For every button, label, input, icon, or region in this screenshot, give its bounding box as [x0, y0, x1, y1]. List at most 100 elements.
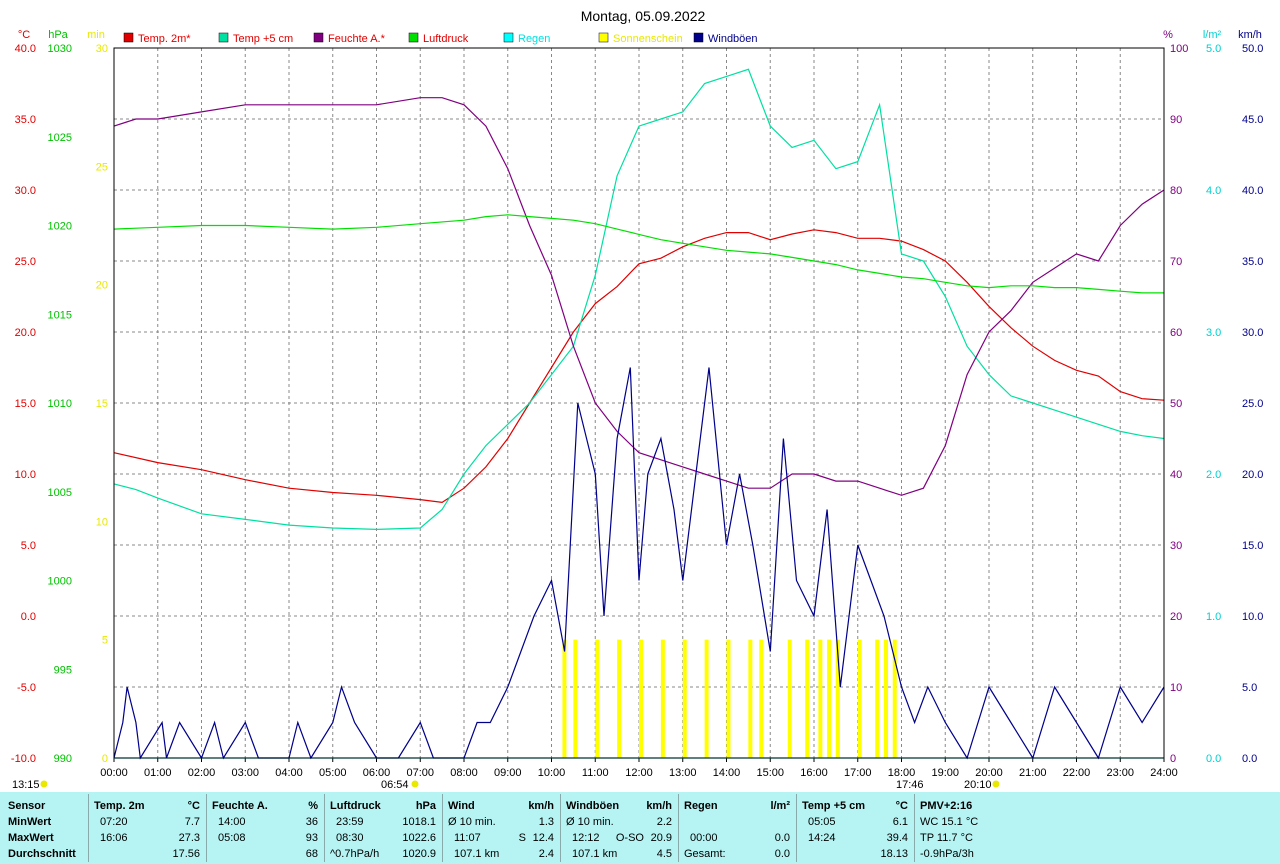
sunshine-bar — [759, 639, 764, 758]
rain-max-value: 0.0 — [774, 832, 790, 844]
wind-tick-label: 5.0 — [1242, 682, 1257, 694]
pressure-tick-label: 1000 — [48, 576, 72, 588]
wind-tick-label: 20.0 — [1242, 469, 1263, 481]
time-tick-label: 17:00 — [844, 767, 872, 779]
time-markers: 13:15 06:54 17:46 20:10 — [12, 779, 1000, 791]
time-tick-label: 02:00 — [188, 767, 216, 779]
sun-tick-label: 10 — [96, 516, 108, 528]
temp5-min-value: 6.1 — [892, 816, 908, 828]
time-tick-label: 13:00 — [669, 767, 697, 779]
legend-label: Temp. 2m* — [138, 33, 191, 45]
temp2m-unit: °C — [187, 800, 200, 812]
divider — [560, 794, 561, 862]
pressure-tick-label: 1020 — [48, 221, 72, 233]
humidity-tick-label: 40 — [1170, 469, 1182, 481]
pressure-avg-value: 1020.9 — [402, 848, 436, 860]
series-line — [113, 97, 1165, 496]
temp-tick-label: 20.0 — [15, 327, 36, 339]
time-tick-label: 16:00 — [800, 767, 828, 779]
divider — [678, 794, 679, 862]
sun-tick-label: 15 — [96, 398, 108, 410]
wind-tick-label: 30.0 — [1242, 327, 1263, 339]
humidity-min-time: 14:00 — [218, 816, 246, 828]
legend-swatch — [218, 32, 229, 43]
wind-tick-label: 40.0 — [1242, 185, 1263, 197]
divider — [442, 794, 443, 862]
temp-tick-label: -5.0 — [17, 682, 36, 694]
rain-tick-label: 3.0 — [1206, 327, 1221, 339]
rain-tick-label: 5.0 — [1206, 43, 1221, 55]
time-tick-label: 01:00 — [144, 767, 172, 779]
divider — [796, 794, 797, 862]
pressure-min-time: 23:59 — [336, 816, 364, 828]
wind-tick-label: 25.0 — [1242, 398, 1263, 410]
pressure-unit-footer: hPa — [415, 800, 436, 812]
humidity-tick-label: 60 — [1170, 327, 1182, 339]
divider — [88, 794, 89, 862]
wind-avg10-value: 1.3 — [538, 816, 554, 828]
time-tick-label: 19:00 — [931, 767, 959, 779]
legend-swatch — [598, 32, 609, 43]
temp2m-min-time: 07:20 — [100, 816, 128, 828]
sensor-header: Sensor — [8, 800, 46, 812]
temp5-max-value: 39.4 — [886, 832, 908, 844]
chart-legend: Temp. 2m* Temp +5 cm Feuchte A.* Luftdruck R… — [123, 32, 758, 45]
gusts-avg10-value: 2.2 — [656, 816, 672, 828]
sunshine-bar — [787, 639, 792, 758]
moon-icon — [40, 780, 48, 788]
sunshine-bar — [682, 639, 687, 758]
wind-tick-label: 15.0 — [1242, 540, 1263, 552]
chart-grid — [114, 48, 1164, 758]
pmv-dewpoint: TP 11.7 °C — [920, 832, 973, 844]
sunshine-bar — [892, 639, 897, 758]
time-tick-label: 09:00 — [494, 767, 522, 779]
wind-header: Wind — [448, 800, 475, 812]
sunshine-bar — [562, 639, 567, 758]
plot-frame — [113, 47, 1165, 759]
time-tick-label: 14:00 — [713, 767, 741, 779]
pmv-trend: -0.9hPa/3h — [920, 848, 974, 860]
gusts-avg10-label: Ø 10 min. — [566, 816, 614, 828]
temp-tick-label: 0.0 — [21, 611, 36, 623]
time-tick-label: 21:00 — [1019, 767, 1047, 779]
legend-label: Feuchte A.* — [328, 33, 386, 45]
time-tick-label: 07:00 — [406, 767, 434, 779]
humidity-tick-label: 30 — [1170, 540, 1182, 552]
x-axis-ticks: 00:00 01:00 02:00 03:00 04:00 05:00 06:00 07:00… — [100, 758, 1178, 779]
legend-swatch — [503, 32, 514, 43]
pressure-tick-label: 1025 — [48, 132, 72, 144]
rain-total-value: 0.0 — [774, 848, 790, 860]
time-tick-label: 10:00 — [538, 767, 566, 779]
temp5-min-time: 05:05 — [808, 816, 836, 828]
wind-tick-label: 35.0 — [1242, 256, 1263, 268]
pressure-header: Luftdruck — [330, 800, 381, 812]
temp-unit: °C — [18, 29, 30, 41]
sunset-label: 20:10 — [964, 779, 992, 791]
wind-max-value: 12.4 — [532, 832, 554, 844]
pressure-trend: ^0.7hPa/h — [330, 848, 380, 860]
culmination-label: 17:46 — [896, 779, 924, 791]
sunshine-bar — [660, 639, 665, 758]
time-tick-label: 08:00 — [450, 767, 478, 779]
wind-avg10-label: Ø 10 min. — [448, 816, 496, 828]
legend-label: Windböen — [708, 33, 758, 45]
time-tick-label: 00:00 — [100, 767, 128, 779]
rain-tick-label: 0.0 — [1206, 753, 1221, 765]
legend-label: Temp +5 cm — [233, 33, 293, 45]
min-label: MinWert — [8, 816, 52, 828]
sunshine-bar — [639, 639, 643, 758]
pressure-column: Luftdruck hPa 23:59 1018.1 08:30 1022.6 … — [330, 792, 436, 864]
sunshine-bar — [857, 639, 862, 758]
temp2m-column: Temp. 2m °C 07:20 7.7 16:06 27.3 17.56 — [94, 792, 200, 864]
temp5-avg-value: 18.13 — [880, 848, 908, 860]
humidity-tick-label: 80 — [1170, 185, 1182, 197]
sunshine-bar — [617, 639, 622, 758]
pressure-min-value: 1018.1 — [402, 816, 436, 828]
wind-unit: km/h — [1238, 29, 1262, 41]
pressure-tick-label: 995 — [54, 664, 72, 676]
temp5-max-time: 14:24 — [808, 832, 836, 844]
humidity-min-value: 36 — [305, 816, 318, 828]
legend-swatch — [123, 32, 134, 43]
humidity-tick-label: 70 — [1170, 256, 1182, 268]
humidity-tick-label: 10 — [1170, 682, 1182, 694]
